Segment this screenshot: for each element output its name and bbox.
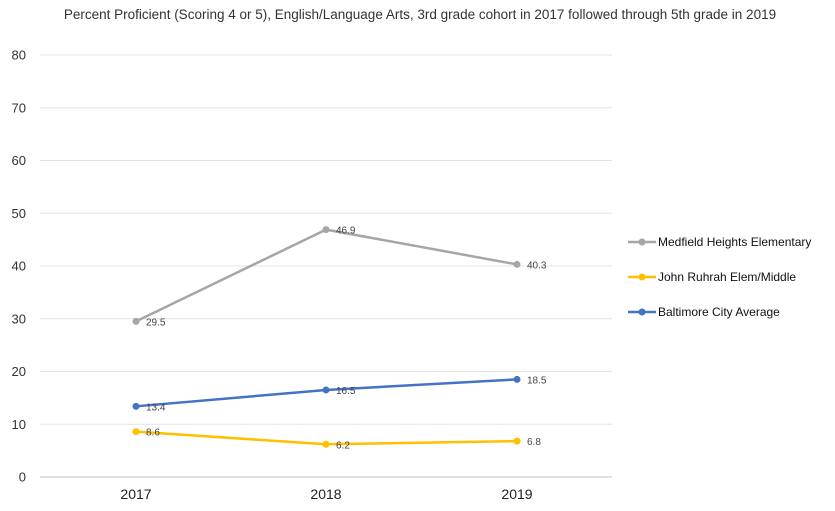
data-point	[514, 261, 521, 268]
data-point	[323, 226, 330, 233]
data-point	[514, 438, 521, 445]
legend-label: Medfield Heights Elementary	[658, 235, 811, 249]
data-point	[133, 318, 140, 325]
y-tick-label: 40	[12, 259, 26, 274]
data-point	[133, 403, 140, 410]
y-tick-label: 80	[12, 48, 26, 63]
data-point	[514, 376, 521, 383]
legend-swatch-marker	[639, 274, 646, 281]
legend-label: Baltimore City Average	[658, 305, 780, 319]
y-tick-label: 20	[12, 364, 26, 379]
y-tick-label: 30	[12, 311, 26, 326]
data-point	[323, 441, 330, 448]
legend-swatch-marker	[639, 309, 646, 316]
data-label: 13.4	[146, 402, 166, 413]
data-label: 8.6	[146, 428, 160, 439]
y-tick-label: 60	[12, 153, 26, 168]
data-label: 6.2	[336, 440, 350, 451]
y-tick-label: 70	[12, 100, 26, 115]
y-tick-label: 50	[12, 206, 26, 221]
x-tick-label: 2017	[120, 486, 151, 502]
x-tick-label: 2018	[310, 486, 341, 502]
x-tick-label: 2019	[501, 486, 532, 502]
legend-swatch-marker	[639, 239, 646, 246]
chart-title: Percent Proficient (Scoring 4 or 5), Eng…	[40, 6, 800, 23]
series-line	[136, 230, 517, 322]
data-label: 40.3	[527, 260, 547, 271]
data-label: 18.5	[527, 375, 547, 386]
data-label: 29.5	[146, 317, 166, 328]
data-label: 46.9	[336, 226, 356, 237]
y-tick-label: 10	[12, 417, 26, 432]
data-point	[133, 428, 140, 435]
data-point	[323, 386, 330, 393]
data-label: 16.5	[336, 386, 356, 397]
y-tick-label: 0	[19, 470, 26, 485]
data-label: 6.8	[527, 437, 541, 448]
legend-label: John Ruhrah Elem/Middle	[658, 270, 796, 284]
